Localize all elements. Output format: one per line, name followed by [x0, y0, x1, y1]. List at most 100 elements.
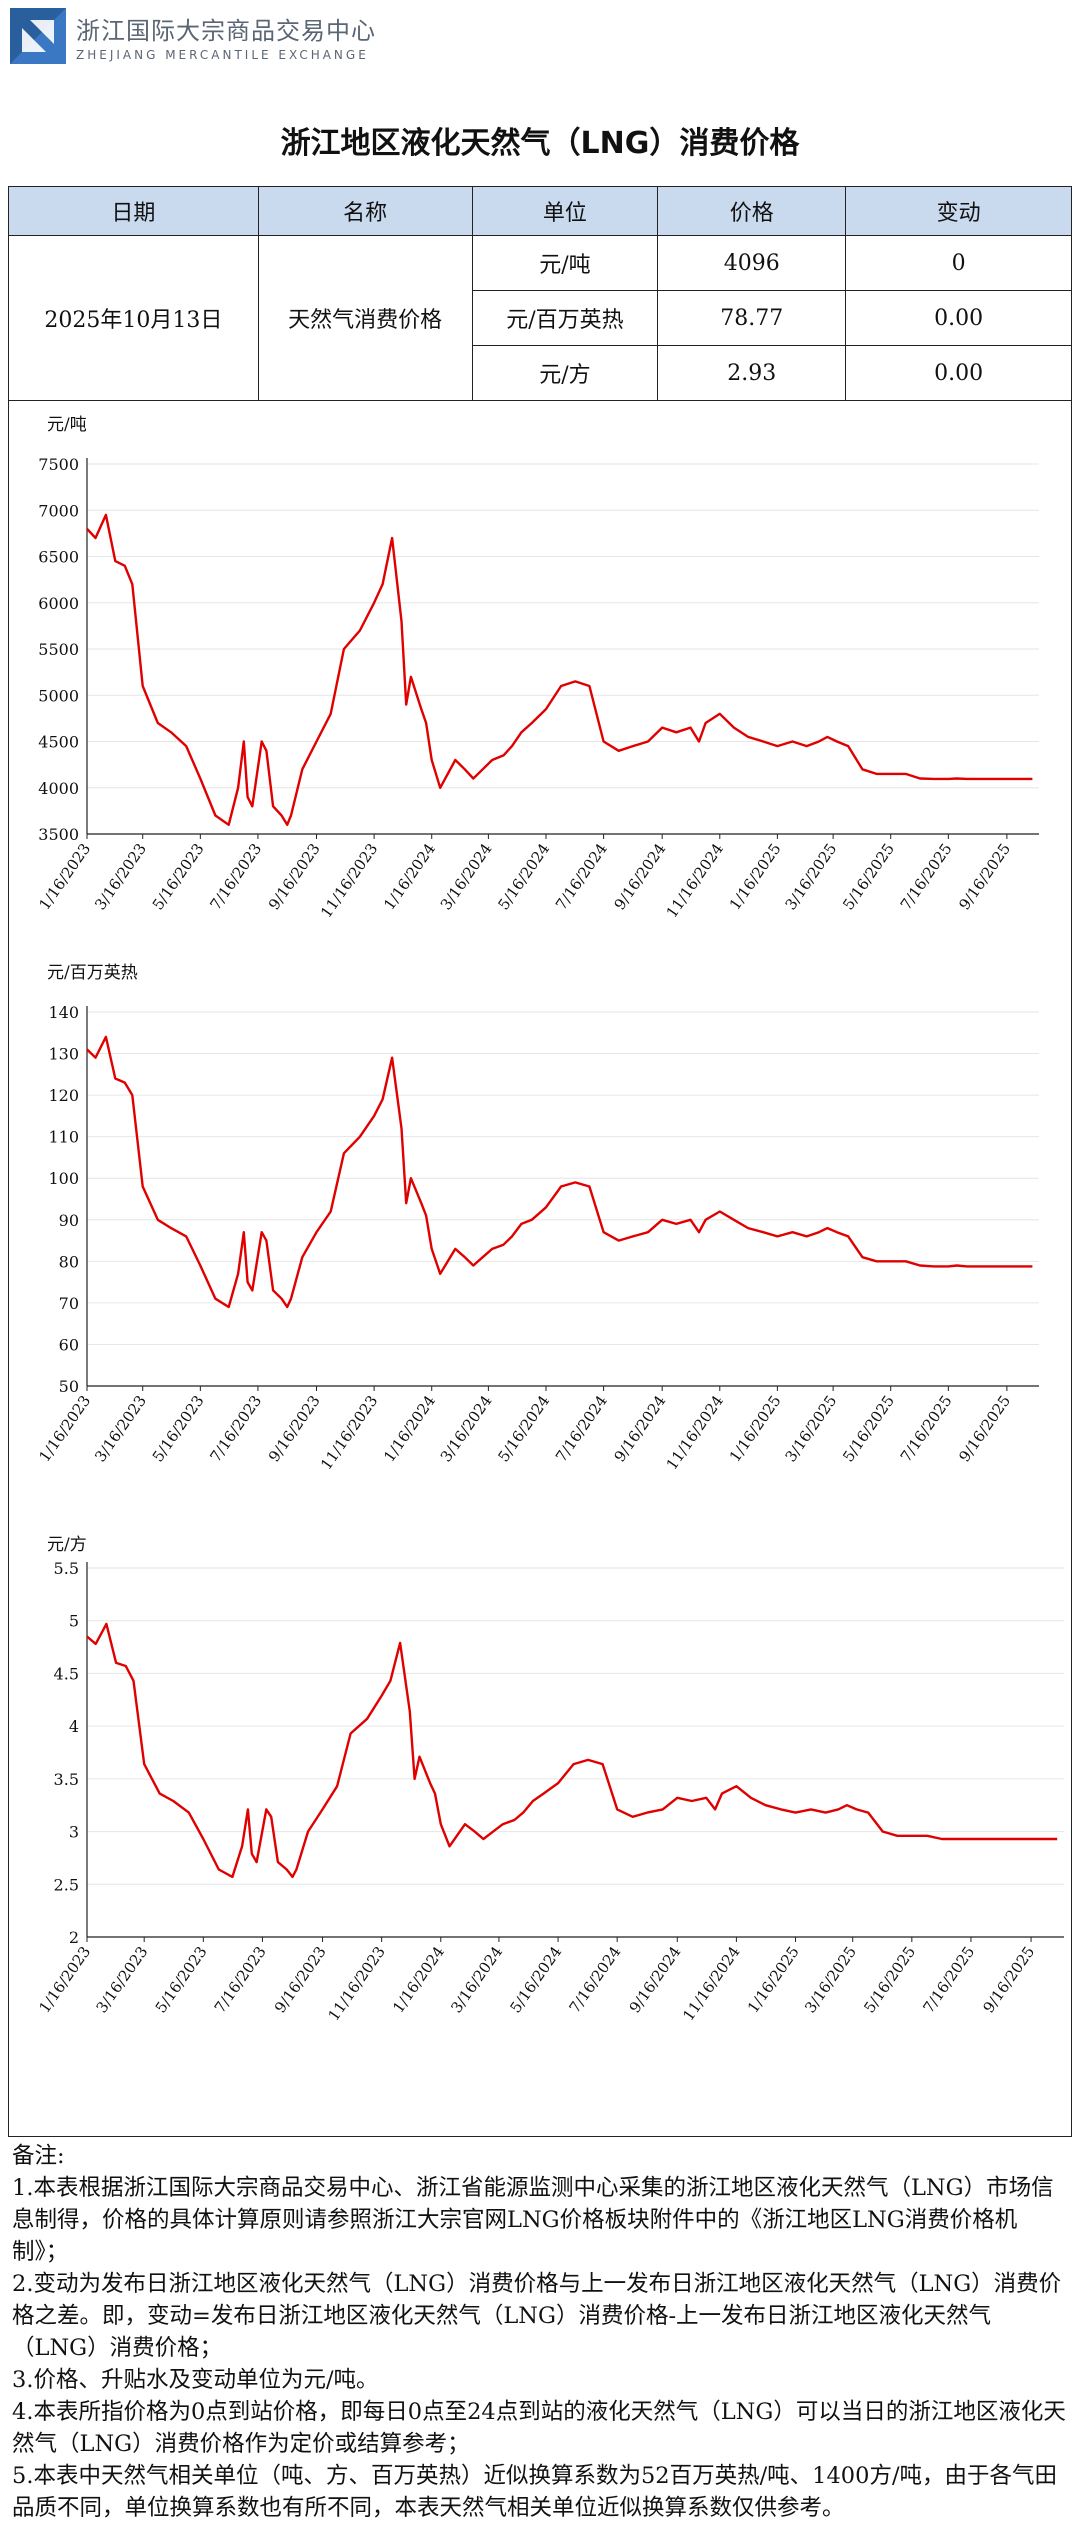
y-tick-label: 6000 — [38, 594, 79, 613]
price-series-line — [86, 1622, 1058, 1879]
x-tick-label: 7/16/2025 — [919, 1943, 978, 2016]
note-item: 1.本表根据浙江国际大宗商品交易中心、浙江省能源监测中心采集的浙江地区液化天然气… — [12, 2175, 1054, 2265]
x-tick-label: 9/16/2023 — [271, 1943, 330, 2016]
x-tick-label: 5/16/2024 — [494, 840, 553, 913]
date-cell: 2025年10月13日 — [8, 235, 259, 401]
unit-cell: 元/方 — [471, 345, 659, 401]
axis-unit-label: 元/方 — [47, 1535, 87, 1555]
brand-name-en: ZHEJIANG MERCANTILE EXCHANGE — [76, 47, 369, 62]
price-cell: 2.93 — [657, 345, 847, 401]
unit-cell: 元/百万英热 — [471, 290, 659, 346]
unit-cell: 元/吨 — [471, 235, 659, 291]
x-tick-label: 3/16/2023 — [91, 1392, 150, 1465]
price-table: 日期 名称 单位 价格 变动 2025年10月13日 天然气消费价格 元/吨 4… — [8, 186, 1072, 401]
x-tick-label: 3/16/2025 — [782, 1392, 841, 1465]
change-cell: 0.00 — [845, 345, 1072, 401]
x-tick-label: 11/16/2024 — [663, 840, 727, 921]
x-tick-label: 1/16/2025 — [744, 1943, 803, 2016]
note-item: 3.价格、升贴水及变动单位为元/吨。 — [12, 2367, 379, 2393]
y-tick-label: 3500 — [38, 825, 79, 844]
x-tick-label: 5/16/2025 — [839, 1392, 898, 1465]
y-tick-label: 130 — [48, 1045, 79, 1064]
col-header-price: 价格 — [657, 186, 847, 236]
table-row: 2025年10月13日 天然气消费价格 元/吨 4096 0 — [8, 235, 1072, 401]
y-tick-label: 4 — [69, 1717, 79, 1736]
y-tick-label: 100 — [48, 1169, 79, 1188]
y-tick-label: 50 — [59, 1377, 79, 1396]
x-tick-label: 3/16/2024 — [437, 840, 496, 913]
x-tick-label: 1/16/2023 — [35, 840, 94, 913]
y-tick-label: 110 — [48, 1128, 79, 1147]
y-tick-label: 5 — [69, 1612, 79, 1631]
exchange-logo-icon — [10, 8, 66, 64]
x-tick-label: 9/16/2024 — [611, 840, 670, 913]
y-tick-label: 4.5 — [54, 1664, 79, 1683]
change-cell: 0 — [845, 235, 1072, 291]
y-tick-label: 2 — [69, 1928, 79, 1947]
note-item: 2.变动为发布日浙江地区液化天然气（LNG）消费价格与上一发布日浙江地区液化天然… — [12, 2271, 1062, 2361]
x-tick-label: 5/16/2023 — [149, 1392, 208, 1465]
x-tick-label: 1/16/2023 — [35, 1943, 94, 2016]
x-tick-label: 7/16/2025 — [897, 840, 956, 913]
y-tick-label: 5500 — [38, 640, 79, 659]
x-tick-label: 1/16/2025 — [726, 840, 785, 913]
note-item: 4.本表所指价格为0点到站价格，即每日0点至24点到站的液化天然气（LNG）可以… — [12, 2399, 1066, 2457]
y-tick-label: 4500 — [38, 733, 79, 752]
x-tick-label: 1/16/2024 — [380, 1392, 439, 1465]
price-cell: 4096 — [657, 235, 847, 291]
col-header-name: 名称 — [257, 186, 473, 236]
x-tick-label: 1/16/2025 — [726, 1392, 785, 1465]
chart-price-per-mmbtu: 元/百万英热 50 60 70 80 90 100 110 120 130 140 1/16/2023… — [35, 963, 1039, 1473]
y-tick-label: 70 — [59, 1294, 79, 1313]
x-tick-label: 11/16/2023 — [317, 1392, 381, 1473]
x-tick-label: 5/16/2024 — [494, 1392, 553, 1465]
col-header-unit: 单位 — [471, 186, 659, 236]
x-tick-label: 7/16/2024 — [552, 840, 611, 913]
x-tick-label: 5/16/2023 — [152, 1943, 211, 2016]
x-tick-label: 3/16/2025 — [782, 840, 841, 913]
price-series-line — [86, 513, 1033, 826]
x-tick-label: 3/16/2024 — [437, 1392, 496, 1465]
x-tick-label: 9/16/2025 — [955, 840, 1014, 913]
y-tick-label: 5.5 — [54, 1559, 79, 1578]
y-tick-label: 60 — [59, 1335, 79, 1354]
y-tick-label: 80 — [59, 1252, 79, 1271]
y-tick-label: 6500 — [38, 548, 79, 567]
x-tick-label: 1/16/2024 — [380, 840, 439, 913]
chart-price-per-ton: 元/吨 3500 4000 4500 5000 5500 6000 6500 7000 7500 1… — [35, 415, 1039, 921]
x-tick-label: 9/16/2024 — [626, 1943, 685, 2016]
x-tick-label: 9/16/2025 — [955, 1392, 1014, 1465]
change-cell: 0.00 — [845, 290, 1072, 346]
price-cell: 78.77 — [657, 290, 847, 346]
y-tick-label: 7000 — [38, 501, 79, 520]
price-table-header: 日期 名称 单位 价格 变动 — [8, 186, 1072, 236]
x-tick-label: 11/16/2023 — [317, 840, 381, 921]
brand-header: 浙江国际大宗商品交易中心 ZHEJIANG MERCANTILE EXCHANG… — [10, 6, 376, 66]
name-cell: 天然气消费价格 — [257, 235, 473, 401]
x-tick-label: 3/16/2024 — [447, 1943, 506, 2016]
x-tick-label: 5/16/2024 — [506, 1943, 565, 2016]
x-tick-label: 9/16/2025 — [979, 1943, 1038, 2016]
x-tick-label: 7/16/2024 — [552, 1392, 611, 1465]
x-tick-label: 7/16/2025 — [897, 1392, 956, 1465]
y-tick-label: 3.5 — [54, 1770, 79, 1789]
price-series-line — [86, 1035, 1033, 1309]
table-row: 元/百万英热 78.77 0.00 — [9, 290, 1072, 346]
col-header-date: 日期 — [8, 186, 259, 236]
x-tick-label: 3/16/2023 — [93, 1943, 152, 2016]
y-tick-label: 90 — [59, 1211, 79, 1230]
notes-section: 备注: 1.本表根据浙江国际大宗商品交易中心、浙江省能源监测中心采集的浙江地区液… — [12, 2140, 1070, 2524]
x-tick-label: 7/16/2023 — [206, 1392, 265, 1465]
x-tick-label: 9/16/2024 — [611, 1392, 670, 1465]
x-tick-label: 1/16/2023 — [35, 1392, 94, 1465]
y-tick-label: 5000 — [38, 686, 79, 705]
x-tick-label: 3/16/2023 — [91, 840, 150, 913]
y-tick-label: 3 — [69, 1823, 79, 1842]
y-tick-label: 120 — [48, 1086, 79, 1105]
y-tick-label: 7500 — [38, 455, 79, 474]
x-tick-label: 7/16/2023 — [211, 1943, 270, 2016]
table-row: 元/方 2.93 0.00 — [9, 345, 1072, 401]
x-tick-label: 9/16/2023 — [265, 1392, 324, 1465]
x-tick-label: 5/16/2025 — [860, 1943, 919, 2016]
x-tick-label: 7/16/2024 — [566, 1943, 625, 2016]
